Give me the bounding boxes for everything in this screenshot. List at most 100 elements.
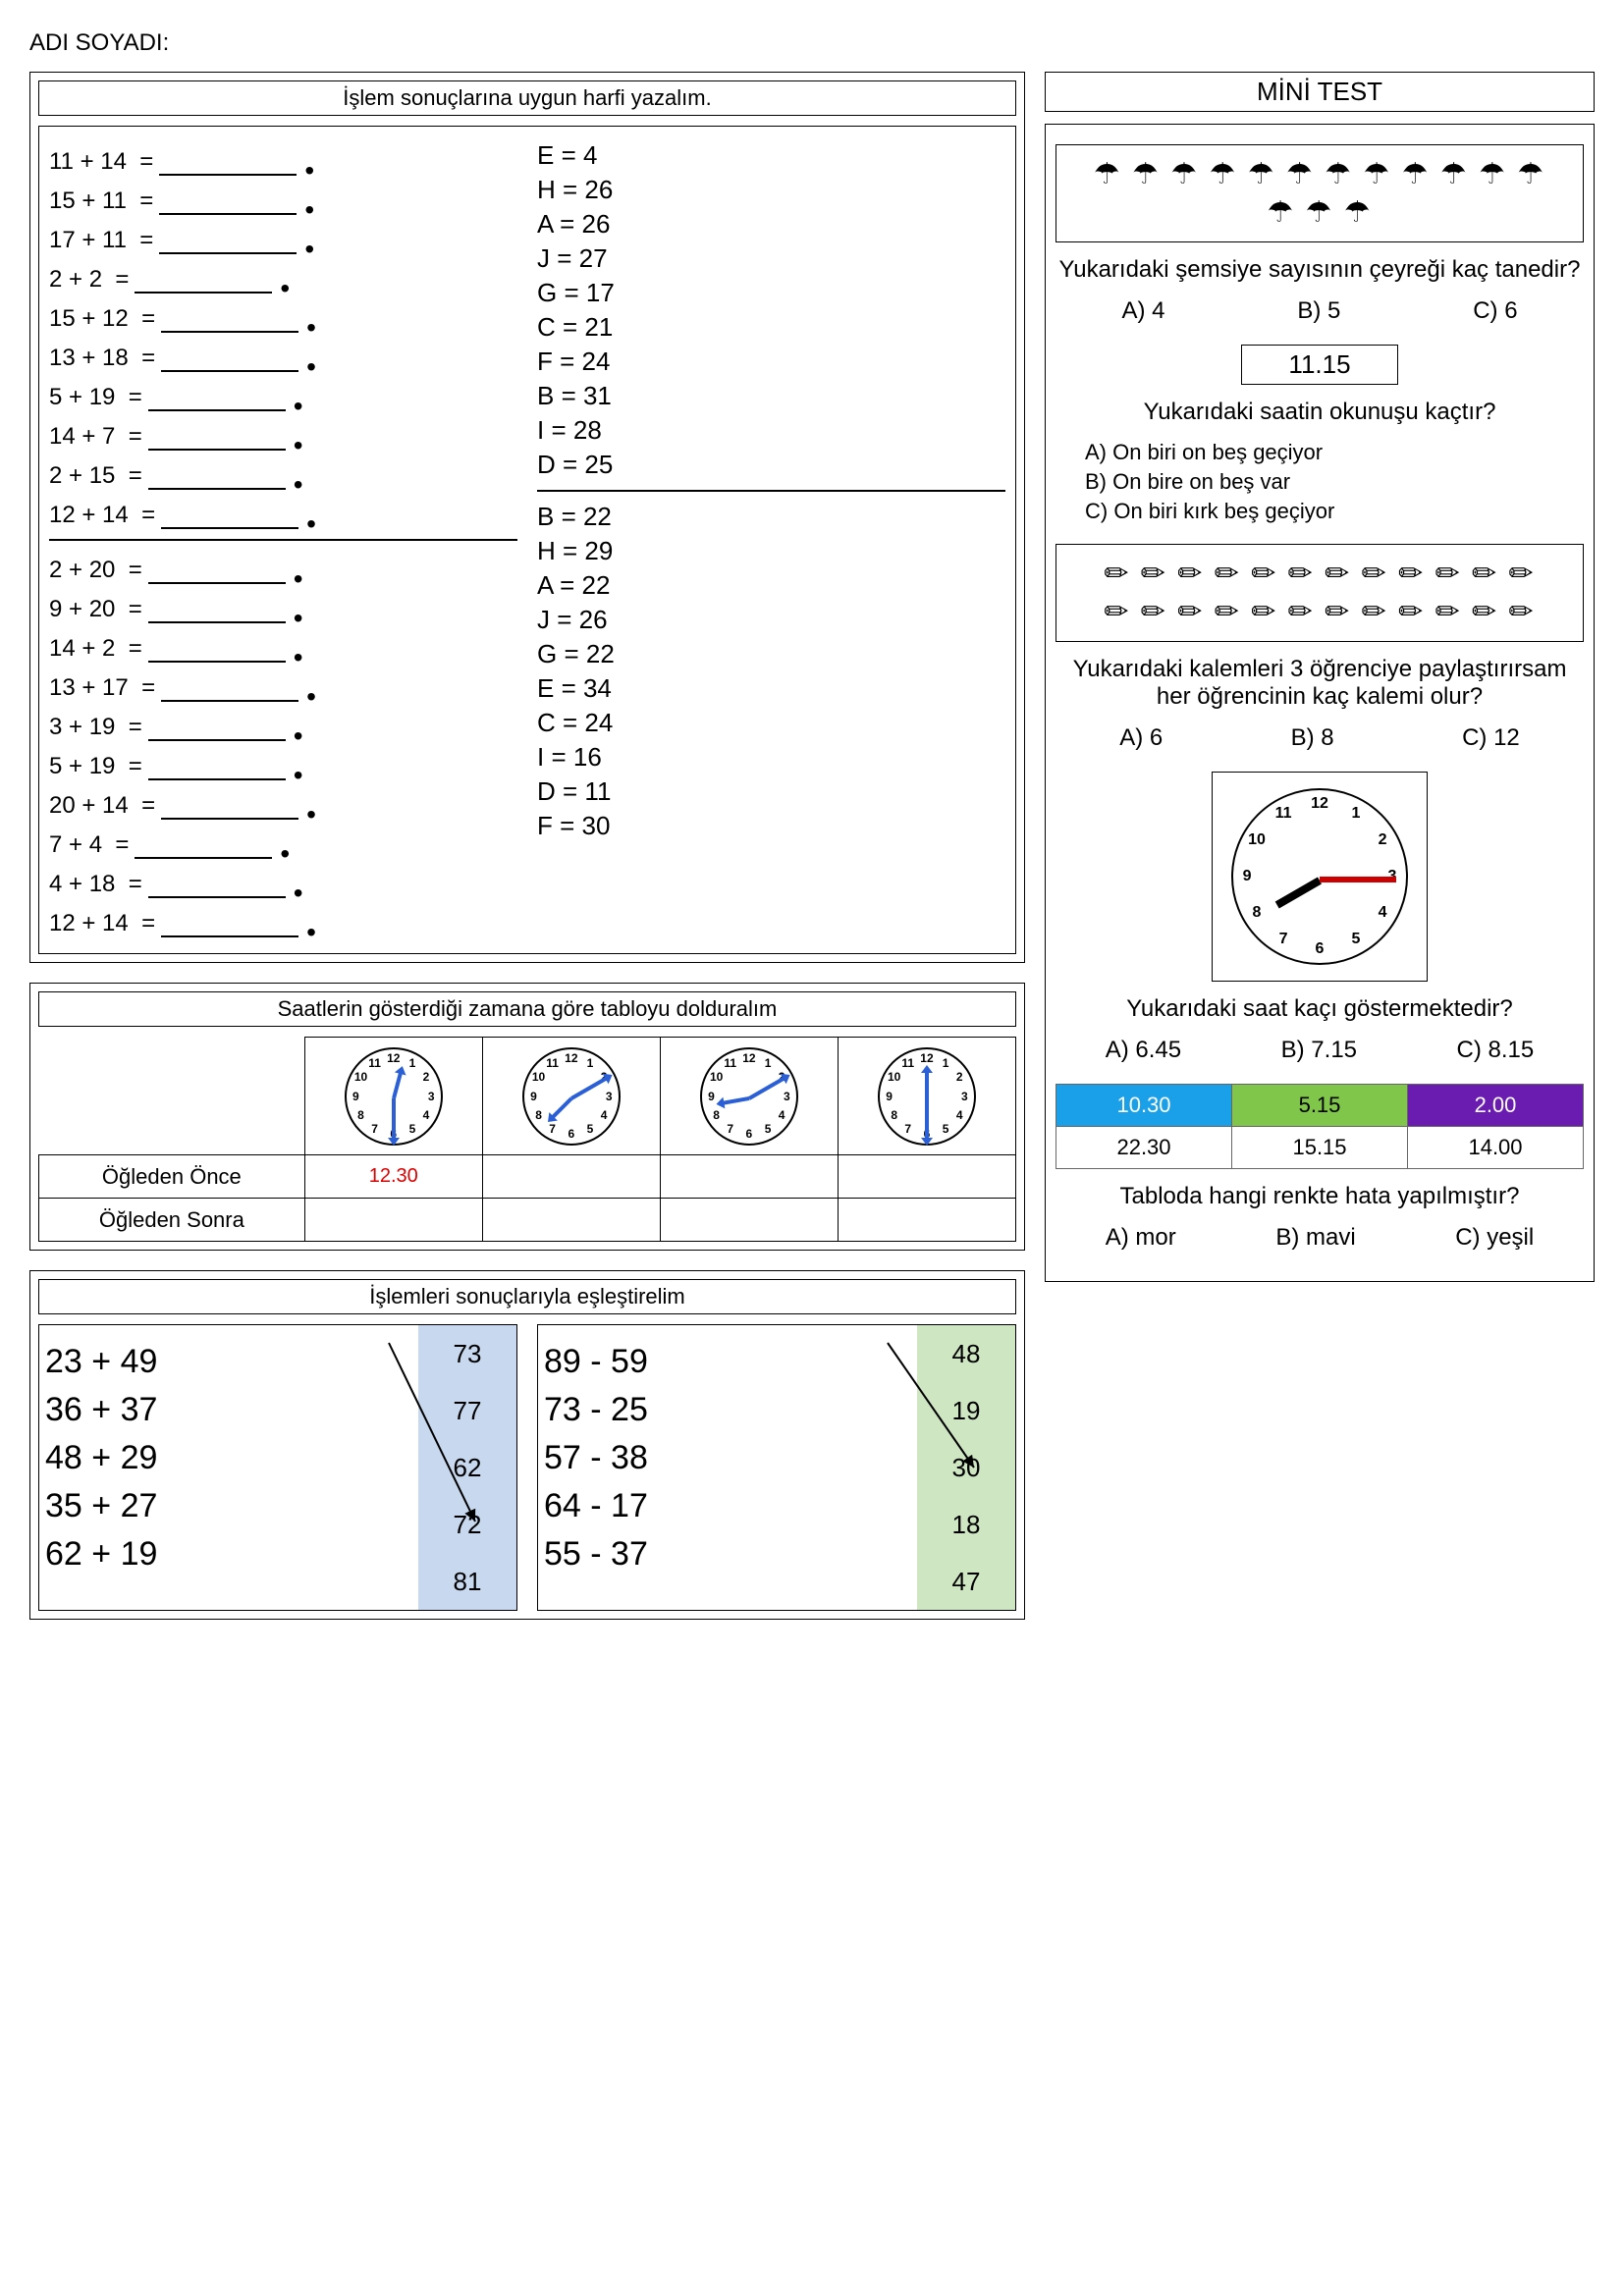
math-expression: 13 + 18 =• bbox=[49, 339, 517, 372]
clock-cell[interactable] bbox=[304, 1199, 482, 1242]
match-expression: 55 - 37 bbox=[544, 1535, 911, 1574]
answer-blank[interactable] bbox=[148, 386, 286, 411]
match-answer[interactable]: 19 bbox=[917, 1382, 1015, 1439]
clock-cell[interactable] bbox=[660, 1155, 838, 1199]
section-letters: İşlem sonuçlarına uygun harfi yazalım. 1… bbox=[29, 72, 1025, 963]
answer-blank[interactable] bbox=[161, 347, 298, 372]
match-expression: 64 - 17 bbox=[544, 1487, 911, 1525]
match-answer[interactable]: 72 bbox=[418, 1496, 516, 1553]
answer-blank[interactable] bbox=[148, 464, 286, 490]
math-expression: 4 + 18 =• bbox=[49, 865, 517, 898]
q2-opt-b[interactable]: B) On bire on beş var bbox=[1085, 469, 1584, 495]
clock-cell[interactable] bbox=[838, 1199, 1015, 1242]
q2-text: Yukarıdaki saatin okunuşu kaçtır? bbox=[1056, 399, 1584, 426]
q4-opt-c[interactable]: C) 8.15 bbox=[1457, 1037, 1535, 1064]
match-expression: 62 + 19 bbox=[45, 1535, 412, 1574]
match-answer[interactable]: 48 bbox=[917, 1325, 1015, 1382]
q1-opt-a[interactable]: A) 4 bbox=[1121, 297, 1164, 325]
answer-blank[interactable] bbox=[148, 873, 286, 898]
answer-blank[interactable] bbox=[159, 150, 297, 176]
color-cell: 10.30 bbox=[1056, 1085, 1232, 1127]
letter-key: D = 25 bbox=[537, 450, 1005, 480]
letter-key: J = 26 bbox=[537, 605, 1005, 635]
math-expression: 2 + 15 =• bbox=[49, 456, 517, 490]
math-expression: 17 + 11 =• bbox=[49, 221, 517, 254]
q4-options: A) 6.45 B) 7.15 C) 8.15 bbox=[1056, 1037, 1584, 1064]
match-answer[interactable]: 77 bbox=[418, 1382, 516, 1439]
q5-opt-c[interactable]: C) yeşil bbox=[1455, 1224, 1534, 1252]
color-cell: 22.30 bbox=[1056, 1127, 1232, 1169]
answer-blank[interactable] bbox=[161, 676, 298, 702]
answer-blank[interactable] bbox=[135, 833, 272, 859]
clock-cell[interactable] bbox=[482, 1155, 660, 1199]
letter-key: H = 29 bbox=[537, 536, 1005, 566]
math-expression: 9 + 20 =• bbox=[49, 590, 517, 623]
letter-key: F = 30 bbox=[537, 811, 1005, 841]
letter-key: E = 34 bbox=[537, 673, 1005, 704]
match-answer[interactable]: 18 bbox=[917, 1496, 1015, 1553]
match-expression: 73 - 25 bbox=[544, 1391, 911, 1429]
clock-cell: 123456789101112 bbox=[304, 1038, 482, 1155]
answer-blank[interactable] bbox=[148, 598, 286, 623]
answer-blank[interactable] bbox=[148, 425, 286, 451]
answer-blank[interactable] bbox=[161, 307, 298, 333]
math-expression: 5 + 19 =• bbox=[49, 747, 517, 780]
math-expression: 3 + 19 =• bbox=[49, 708, 517, 741]
q3-opt-a[interactable]: A) 6 bbox=[1119, 724, 1163, 752]
match-left: 23 + 4936 + 3748 + 2935 + 2762 + 19 7377… bbox=[38, 1324, 517, 1611]
answer-blank[interactable] bbox=[161, 504, 298, 529]
math-expression: 14 + 2 =• bbox=[49, 629, 517, 663]
letter-key: D = 11 bbox=[537, 776, 1005, 807]
letter-key: A = 22 bbox=[537, 570, 1005, 601]
letter-key: E = 4 bbox=[537, 140, 1005, 171]
umbrella-row: ☂ ☂ ☂ ☂ ☂ ☂ ☂ ☂ ☂ ☂ ☂ ☂ bbox=[1064, 157, 1575, 191]
match-answer[interactable]: 73 bbox=[418, 1325, 516, 1382]
clock-cell[interactable] bbox=[482, 1199, 660, 1242]
clock-icon: 123456789101112 bbox=[522, 1047, 621, 1146]
math-expression: 2 + 20 =• bbox=[49, 551, 517, 584]
q2-opt-a[interactable]: A) On biri on beş geçiyor bbox=[1085, 440, 1584, 465]
color-table: 10.305.152.00 22.3015.1514.00 bbox=[1056, 1084, 1584, 1169]
answer-blank[interactable] bbox=[161, 912, 298, 937]
answer-blank[interactable] bbox=[148, 716, 286, 741]
clock-cell: 123456789101112 bbox=[660, 1038, 838, 1155]
answer-blank[interactable] bbox=[135, 268, 272, 294]
q1-opt-c[interactable]: C) 6 bbox=[1473, 297, 1517, 325]
q4-opt-a[interactable]: A) 6.45 bbox=[1106, 1037, 1181, 1064]
answer-blank[interactable] bbox=[148, 755, 286, 780]
q5-text: Tabloda hangi renkte hata yapılmıştır? bbox=[1056, 1183, 1584, 1210]
q3-options: A) 6 B) 8 C) 12 bbox=[1056, 724, 1584, 752]
row-after-noon: Öğleden Sonra bbox=[39, 1199, 305, 1242]
q2-opt-c[interactable]: C) On biri kırk beş geçiyor bbox=[1085, 499, 1584, 524]
match-answer[interactable]: 62 bbox=[418, 1439, 516, 1496]
clock-cell[interactable] bbox=[660, 1199, 838, 1242]
q1-opt-b[interactable]: B) 5 bbox=[1297, 297, 1340, 325]
answer-blank[interactable] bbox=[159, 189, 297, 215]
letter-key: G = 22 bbox=[537, 639, 1005, 669]
q4-opt-b[interactable]: B) 7.15 bbox=[1281, 1037, 1357, 1064]
clock-cell: 123456789101112 bbox=[482, 1038, 660, 1155]
q5-opt-a[interactable]: A) mor bbox=[1106, 1224, 1176, 1252]
q5-options: A) mor B) mavi C) yeşil bbox=[1056, 1224, 1584, 1252]
big-clock-wrap: 123456789101112 bbox=[1212, 772, 1428, 982]
color-cell: 15.15 bbox=[1232, 1127, 1408, 1169]
name-label: ADI SOYADI: bbox=[29, 29, 1595, 57]
clock-cell[interactable] bbox=[838, 1155, 1015, 1199]
answer-blank[interactable] bbox=[148, 637, 286, 663]
letter-key: C = 21 bbox=[537, 312, 1005, 343]
match-expression: 48 + 29 bbox=[45, 1439, 412, 1477]
letter-key: A = 26 bbox=[537, 209, 1005, 240]
match-right: 89 - 5973 - 2557 - 3864 - 1755 - 37 4819… bbox=[537, 1324, 1016, 1611]
match-answer[interactable]: 81 bbox=[418, 1553, 516, 1610]
q3-opt-b[interactable]: B) 8 bbox=[1291, 724, 1334, 752]
match-expression: 89 - 59 bbox=[544, 1343, 911, 1381]
answer-blank[interactable] bbox=[161, 794, 298, 820]
row-before-noon: Öğleden Önce bbox=[39, 1155, 305, 1199]
answer-blank[interactable] bbox=[148, 559, 286, 584]
q5-opt-b[interactable]: B) mavi bbox=[1275, 1224, 1355, 1252]
answer-blank[interactable] bbox=[159, 229, 297, 254]
match-answer[interactable]: 30 bbox=[917, 1439, 1015, 1496]
match-answer[interactable]: 47 bbox=[917, 1553, 1015, 1610]
q3-opt-c[interactable]: C) 12 bbox=[1462, 724, 1520, 752]
section3-title: İşlemleri sonuçlarıyla eşleştirelim bbox=[38, 1279, 1016, 1314]
